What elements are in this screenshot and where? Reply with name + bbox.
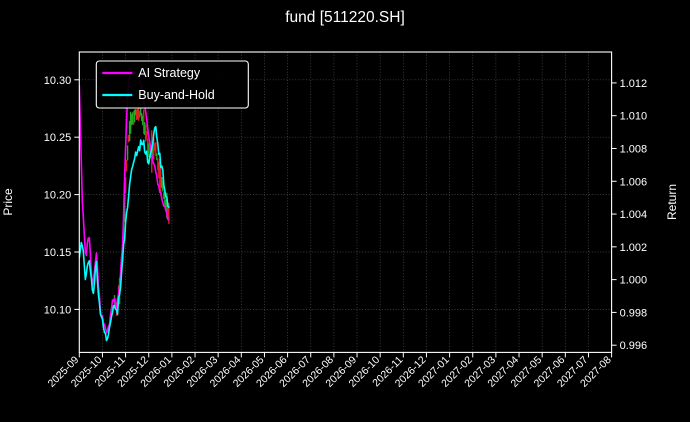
svg-text:10.25: 10.25: [44, 132, 72, 144]
svg-text:AI Strategy: AI Strategy: [138, 66, 201, 80]
svg-text:10.10: 10.10: [44, 304, 72, 316]
svg-text:0.998: 0.998: [620, 307, 648, 319]
svg-text:1.004: 1.004: [620, 209, 648, 221]
svg-text:1.002: 1.002: [620, 242, 648, 254]
svg-text:1.006: 1.006: [620, 176, 648, 188]
svg-text:0.996: 0.996: [620, 340, 648, 352]
svg-text:1.000: 1.000: [620, 275, 648, 287]
svg-text:1.012: 1.012: [620, 78, 648, 90]
svg-text:1.008: 1.008: [620, 143, 648, 155]
svg-text:10.15: 10.15: [44, 247, 72, 259]
svg-text:1.010: 1.010: [620, 111, 648, 123]
svg-text:10.20: 10.20: [44, 190, 72, 202]
svg-text:Price: Price: [1, 188, 15, 216]
svg-text:Return: Return: [665, 184, 679, 220]
svg-text:fund [511220.SH]: fund [511220.SH]: [285, 9, 405, 26]
svg-text:10.30: 10.30: [44, 75, 72, 87]
svg-text:Buy-and-Hold: Buy-and-Hold: [138, 88, 214, 102]
